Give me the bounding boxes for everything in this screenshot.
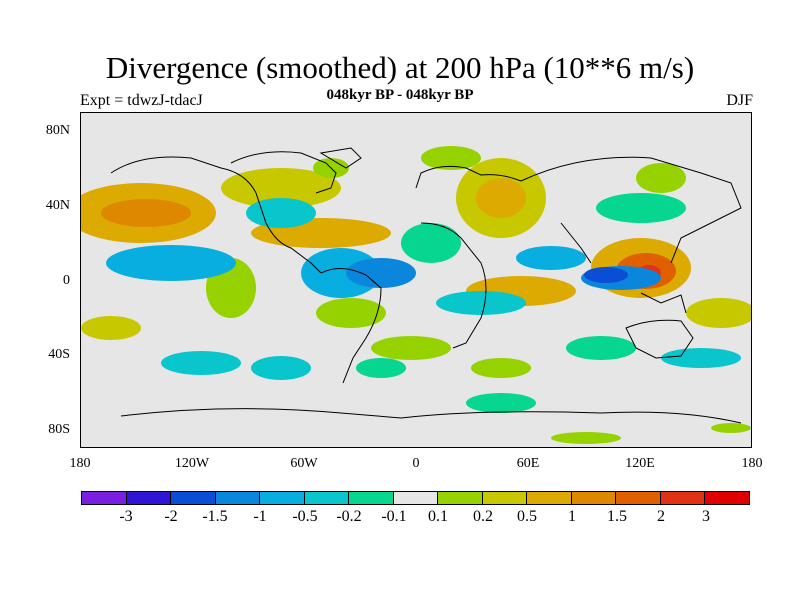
legend-label: -0.2 <box>336 508 362 525</box>
legend-label: 0.2 <box>473 508 493 525</box>
legend-label: 0.1 <box>428 508 448 525</box>
legend-swatch <box>126 492 172 504</box>
legend-swatch <box>616 492 661 504</box>
legend-label: -0.5 <box>292 508 318 525</box>
legend-swatch <box>705 492 749 504</box>
x-tick-label: 60W <box>290 456 318 471</box>
y-tick-label: 80N <box>45 123 70 138</box>
legend-swatch <box>393 492 439 504</box>
x-tick-label: 180 <box>69 456 91 471</box>
legend-label: -1 <box>253 508 267 525</box>
x-tick-label: 60E <box>516 456 540 471</box>
map-canvas <box>81 113 751 447</box>
x-tick-label: 120E <box>625 456 655 471</box>
legend-label: -3 <box>119 508 133 525</box>
legend-label: -1.5 <box>202 508 228 525</box>
map-title: Divergence (smoothed) at 200 hPa (10**6 … <box>105 50 695 85</box>
negative-anomaly-fields <box>106 193 741 413</box>
coastlines <box>110 147 742 424</box>
y-tick-label: 80S <box>48 422 70 437</box>
y-tick-label: 0 <box>63 273 70 288</box>
legend-swatch <box>171 492 216 504</box>
legend-swatch <box>660 492 706 504</box>
legend-label: 1 <box>568 508 576 525</box>
divergence-map <box>80 112 752 448</box>
legend-swatch <box>304 492 350 504</box>
legend-label: 1.5 <box>607 508 627 525</box>
legend-label: 0.5 <box>517 508 537 525</box>
legend-swatch <box>260 492 305 504</box>
x-tick-label: 0 <box>412 456 420 471</box>
y-tick-label: 40S <box>48 347 70 362</box>
legend-label: -2 <box>164 508 178 525</box>
legend-swatch <box>571 492 617 504</box>
x-tick-label: 180 <box>741 456 763 471</box>
legend-swatch <box>215 492 261 504</box>
season-label: DJF <box>726 92 753 109</box>
x-tick-label: 120W <box>174 456 210 471</box>
y-tick-label: 40N <box>45 198 70 213</box>
legend-swatch <box>82 492 127 504</box>
experiment-label: Expt = tdwzJ-tdacJ <box>80 92 203 109</box>
legend-label: -0.1 <box>381 508 407 525</box>
period-label: 048kyr BP - 048kyr BP <box>326 87 474 103</box>
legend-swatch <box>349 492 394 504</box>
color-scale-bar <box>81 491 750 505</box>
legend-swatch <box>438 492 483 504</box>
legend-swatch <box>482 492 528 504</box>
legend-swatch <box>527 492 572 504</box>
legend-label: 3 <box>702 508 710 525</box>
legend-label: 2 <box>657 508 665 525</box>
